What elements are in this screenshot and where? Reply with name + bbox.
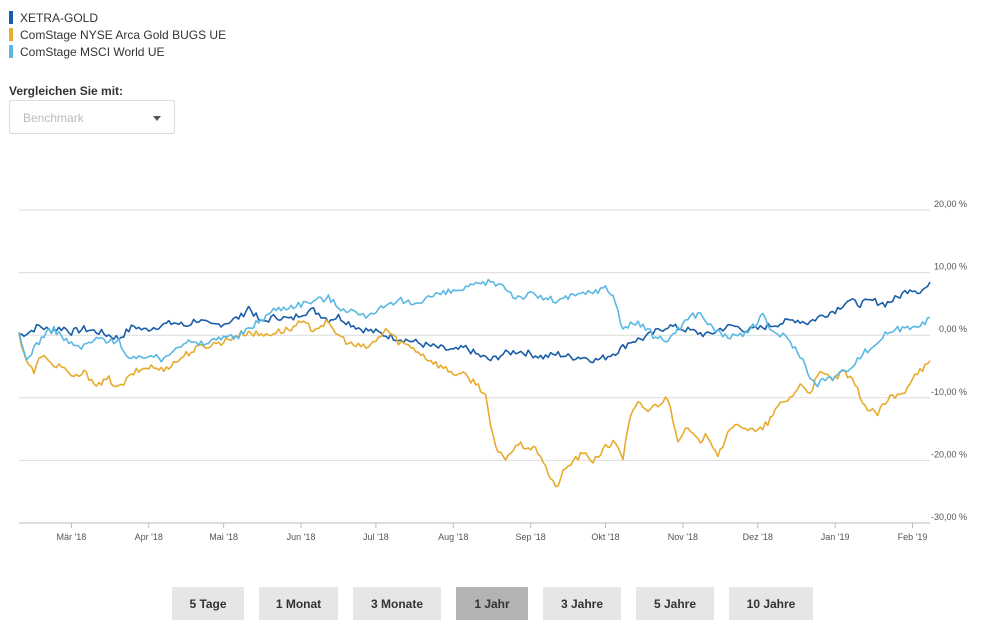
x-tick-label: Aug '18 xyxy=(438,532,468,542)
benchmark-placeholder: Benchmark xyxy=(23,111,84,125)
legend-label-gold-bugs: ComStage NYSE Arca Gold BUGS UE xyxy=(20,27,227,42)
y-tick-label: 20,00 % xyxy=(934,199,967,209)
legend-swatch-msci-world xyxy=(9,45,13,58)
y-tick-label: -30,00 % xyxy=(931,512,967,522)
legend-label-xetra-gold: XETRA-GOLD xyxy=(20,10,99,25)
x-tick-label: Apr '18 xyxy=(135,532,163,542)
series-line xyxy=(18,319,931,488)
legend-swatch-xetra-gold xyxy=(9,11,13,24)
x-tick-label: Jul '18 xyxy=(363,532,389,542)
range-button-1-jahr[interactable]: 1 Jahr xyxy=(456,587,528,620)
x-tick-label: Mär '18 xyxy=(57,532,87,542)
x-tick-label: Feb '19 xyxy=(898,532,928,542)
y-tick-label: 0,00 % xyxy=(939,324,967,334)
y-tick-label: -10,00 % xyxy=(931,387,967,397)
range-button-10-jahre[interactable]: 10 Jahre xyxy=(729,587,813,620)
legend-item-xetra-gold[interactable]: XETRA-GOLD xyxy=(9,9,226,26)
series-line xyxy=(18,281,931,364)
benchmark-select[interactable]: Benchmark xyxy=(9,100,175,134)
range-button-3-jahre[interactable]: 3 Jahre xyxy=(543,587,621,620)
range-button-3-monate[interactable]: 3 Monate xyxy=(353,587,441,620)
x-tick-label: Mai '18 xyxy=(209,532,238,542)
x-tick-label: Jan '19 xyxy=(821,532,850,542)
chevron-down-icon xyxy=(153,116,161,121)
x-tick-label: Dez '18 xyxy=(743,532,773,542)
y-tick-label: -20,00 % xyxy=(931,449,967,459)
x-tick-label: Jun '18 xyxy=(287,532,316,542)
range-button-5-jahre[interactable]: 5 Jahre xyxy=(636,587,714,620)
x-axis: Mär '18 Apr '18 Mai '18 Jun '18 Jul '18 Aug '… xyxy=(19,522,930,542)
compare-label: Vergleichen Sie mit: xyxy=(9,84,124,98)
y-axis-labels: 20,00 % 10,00 % 0,00 % -10,00 % -20,00 % -30,… xyxy=(931,199,967,522)
time-range-selector: 5 Tage 1 Monat 3 Monate 1 Jahr 3 Jahre 5… xyxy=(172,587,828,620)
legend-label-msci-world: ComStage MSCI World UE xyxy=(20,44,165,59)
x-tick-label: Sep '18 xyxy=(516,532,546,542)
legend-item-gold-bugs[interactable]: ComStage NYSE Arca Gold BUGS UE xyxy=(9,26,226,43)
x-tick-label: Nov '18 xyxy=(668,532,698,542)
legend-item-msci-world[interactable]: ComStage MSCI World UE xyxy=(9,43,226,60)
legend-swatch-gold-bugs xyxy=(9,28,13,41)
performance-chart: 20,00 % 10,00 % 0,00 % -10,00 % -20,00 % -30,… xyxy=(18,199,967,542)
grid-lines xyxy=(19,209,930,524)
series-lines xyxy=(18,278,931,488)
series-line xyxy=(18,278,931,388)
range-button-1-monat[interactable]: 1 Monat xyxy=(259,587,338,620)
x-tick-label: Okt '18 xyxy=(591,532,619,542)
y-tick-label: 10,00 % xyxy=(934,262,967,272)
chart-legend: XETRA-GOLD ComStage NYSE Arca Gold BUGS … xyxy=(9,9,226,60)
range-button-5-tage[interactable]: 5 Tage xyxy=(172,587,244,620)
